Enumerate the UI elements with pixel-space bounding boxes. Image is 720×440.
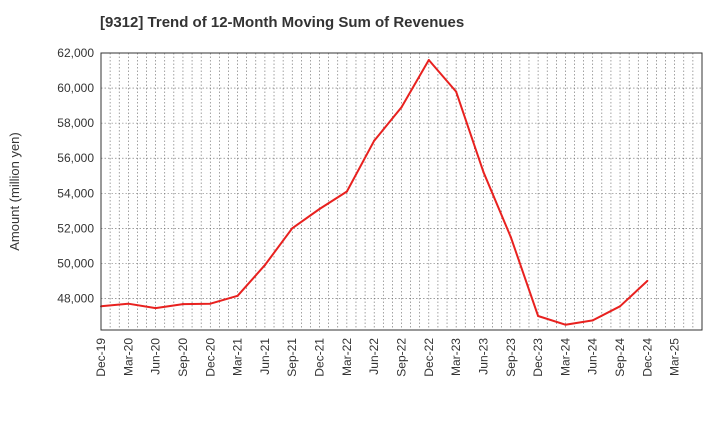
x-tick-label: Jun-20 xyxy=(149,338,163,375)
data-point xyxy=(646,279,649,282)
data-point xyxy=(537,314,540,317)
data-point xyxy=(427,59,430,62)
chart-title: [9312] Trend of 12-Month Moving Sum of R… xyxy=(100,14,465,31)
x-tick-label: Sep-21 xyxy=(285,338,299,377)
data-point xyxy=(154,307,157,310)
y-tick-label: 48,000 xyxy=(57,291,94,305)
data-point xyxy=(127,302,130,305)
data-point xyxy=(482,171,485,174)
data-point xyxy=(455,90,458,93)
y-tick-label: 50,000 xyxy=(57,256,94,270)
data-point xyxy=(291,227,294,230)
y-tick-label: 52,000 xyxy=(57,221,94,235)
data-point xyxy=(400,106,403,109)
x-tick-label: Dec-19 xyxy=(94,338,108,377)
x-tick-label: Mar-24 xyxy=(558,338,572,376)
y-tick-label: 62,000 xyxy=(57,46,94,60)
data-point xyxy=(263,264,266,267)
y-axis-label: Amount (million yen) xyxy=(7,132,22,251)
x-tick-label: Jun-24 xyxy=(586,338,600,375)
x-tick-label: Dec-20 xyxy=(203,338,217,377)
grid xyxy=(101,52,702,330)
data-point xyxy=(564,323,567,326)
x-tick-label: Jun-22 xyxy=(367,338,381,375)
data-point xyxy=(373,139,376,142)
x-tick-label: Mar-22 xyxy=(340,338,354,376)
plot-frame xyxy=(100,52,703,331)
x-tick-label: Dec-23 xyxy=(531,338,545,377)
y-axis-ticks: 48,000 50,000 52,000 54,000 56,000 58,000 60,0… xyxy=(57,46,94,305)
x-tick-label: Sep-20 xyxy=(176,338,190,377)
x-tick-label: Sep-23 xyxy=(504,338,518,377)
data-point xyxy=(181,303,184,306)
x-tick-label: Sep-24 xyxy=(613,338,627,377)
x-tick-label: Mar-25 xyxy=(668,338,682,376)
y-tick-label: 58,000 xyxy=(57,116,94,130)
data-point xyxy=(209,302,212,305)
x-tick-label: Dec-22 xyxy=(422,338,436,377)
data-point xyxy=(509,236,512,239)
x-tick-label: Mar-20 xyxy=(121,338,135,376)
x-tick-label: Sep-22 xyxy=(395,338,409,377)
x-tick-label: Dec-24 xyxy=(640,338,654,377)
y-tick-label: 54,000 xyxy=(57,186,94,200)
x-tick-label: Jun-21 xyxy=(258,338,272,375)
x-tick-label: Jun-23 xyxy=(476,338,490,375)
series-layer xyxy=(100,59,649,326)
y-tick-label: 60,000 xyxy=(57,81,94,95)
data-point xyxy=(345,190,348,193)
y-tick-label: 56,000 xyxy=(57,151,94,165)
data-point xyxy=(591,319,594,322)
x-tick-label: Mar-21 xyxy=(231,338,245,376)
x-tick-label: Dec-21 xyxy=(313,338,327,377)
data-point xyxy=(318,208,321,211)
x-axis-ticks: Dec-19 Mar-20 Jun-20 Sep-20 Dec-20 Mar-21 Jun-… xyxy=(94,338,682,377)
x-tick-label: Mar-23 xyxy=(449,338,463,376)
data-point xyxy=(619,305,622,308)
data-point xyxy=(236,294,239,297)
